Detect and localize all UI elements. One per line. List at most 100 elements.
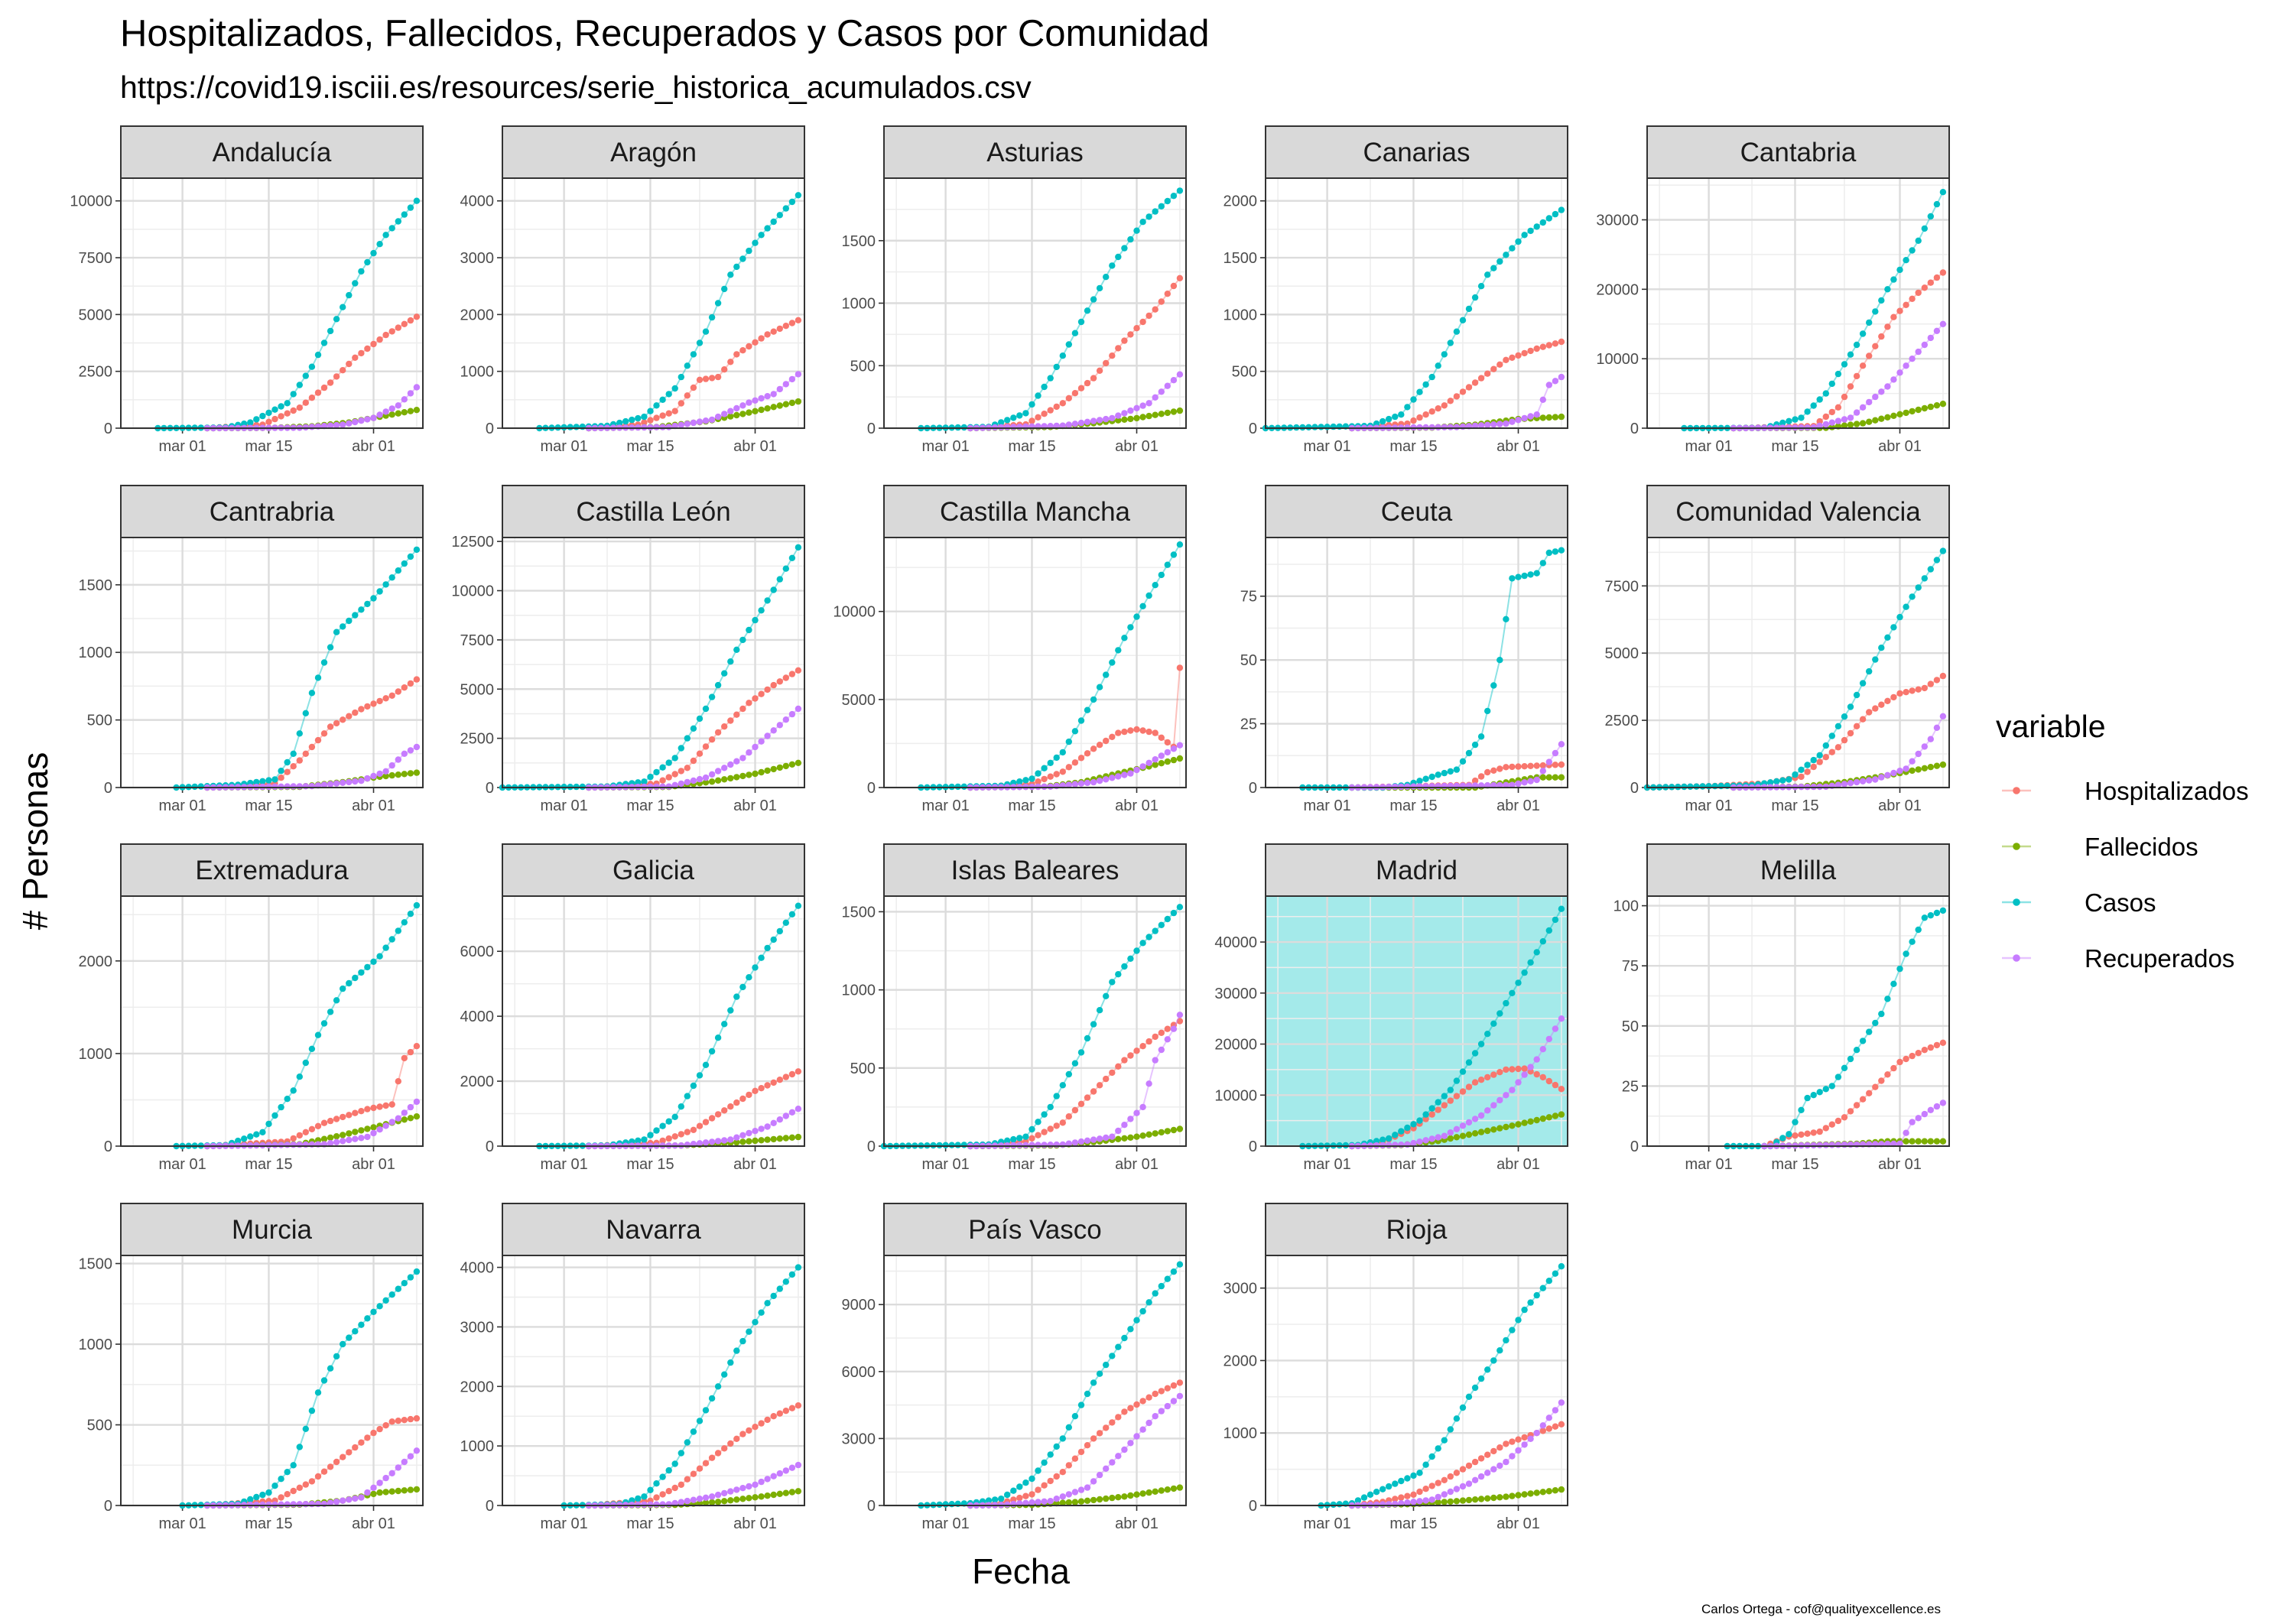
data-point	[1145, 934, 1152, 940]
data-point	[1884, 286, 1891, 293]
y-tick-label: 0	[486, 1138, 494, 1155]
data-point	[1109, 1494, 1116, 1502]
legend-key-point	[2013, 898, 2020, 906]
panel-background	[1266, 178, 1568, 428]
data-point	[1527, 1490, 1534, 1497]
data-point	[1103, 1361, 1110, 1369]
data-point	[1065, 1070, 1073, 1078]
data-point	[1422, 775, 1429, 782]
data-point	[327, 781, 334, 788]
data-point	[1386, 1483, 1392, 1490]
data-point	[567, 424, 574, 430]
data-point	[1441, 769, 1448, 777]
data-point	[1921, 765, 1928, 771]
data-point	[714, 1138, 722, 1145]
data-point	[714, 1499, 722, 1505]
data-point	[407, 553, 414, 560]
data-point	[1010, 1500, 1017, 1508]
data-point	[1939, 1138, 1947, 1145]
data-point	[776, 764, 783, 771]
data-point	[352, 1129, 359, 1135]
data-point	[739, 983, 746, 991]
data-point	[308, 1407, 316, 1415]
data-point	[653, 414, 660, 421]
data-point	[708, 1454, 716, 1461]
data-point	[678, 745, 684, 752]
x-tick-label: mar 01	[1685, 797, 1732, 814]
data-point	[721, 1489, 728, 1497]
data-point	[1822, 742, 1829, 749]
data-point	[678, 1450, 684, 1457]
data-point	[702, 1119, 710, 1125]
data-point	[1847, 729, 1854, 737]
data-point	[1459, 388, 1467, 395]
data-point	[327, 1499, 334, 1506]
data-point	[1071, 421, 1079, 427]
data-point	[352, 354, 359, 361]
data-point	[1379, 1142, 1386, 1149]
y-tick-label: 0	[486, 780, 494, 797]
data-point	[1515, 780, 1522, 788]
x-tick-label: abr 01	[733, 1515, 777, 1532]
y-tick-label: 0	[867, 780, 876, 797]
data-point	[1133, 1317, 1140, 1324]
data-point	[1490, 365, 1497, 372]
data-point	[1878, 645, 1885, 651]
data-point	[1373, 1501, 1380, 1509]
data-point	[395, 1078, 401, 1085]
data-point	[1490, 1466, 1497, 1473]
data-point	[1527, 413, 1534, 420]
data-point	[1422, 1486, 1429, 1492]
data-point	[1053, 403, 1060, 411]
data-point	[352, 1328, 359, 1335]
data-point	[1176, 904, 1184, 911]
data-point	[1515, 979, 1522, 986]
data-point	[702, 1061, 710, 1069]
data-point	[647, 417, 654, 424]
data-point	[733, 1138, 740, 1146]
data-point	[1798, 1106, 1805, 1114]
data-point	[1509, 418, 1516, 425]
data-point	[1884, 323, 1891, 330]
data-point	[1164, 1486, 1171, 1493]
data-point	[1847, 421, 1854, 428]
data-point	[1447, 1498, 1454, 1505]
y-tick-label: 1000	[842, 983, 876, 999]
data-point	[1145, 1299, 1152, 1306]
data-point	[259, 778, 266, 784]
data-point	[795, 1461, 802, 1469]
data-point	[1447, 398, 1454, 404]
data-point	[1035, 778, 1042, 785]
data-point	[702, 375, 710, 382]
data-point	[1896, 690, 1903, 697]
data-point	[407, 911, 414, 918]
data-point	[1503, 1440, 1509, 1447]
data-point	[671, 1460, 678, 1467]
data-point	[1435, 1106, 1441, 1113]
data-point	[795, 371, 802, 378]
data-point	[727, 1488, 734, 1495]
data-point	[1416, 1138, 1423, 1145]
data-point	[702, 743, 710, 750]
strip-background	[1265, 1203, 1568, 1256]
data-point	[1103, 776, 1110, 783]
data-point	[1484, 1451, 1491, 1458]
data-point	[684, 1142, 691, 1148]
data-point	[1939, 1099, 1947, 1106]
data-point	[1121, 728, 1128, 736]
data-point	[1890, 624, 1897, 631]
y-tick-label: 1500	[79, 1256, 113, 1273]
x-tick-label: mar 01	[1303, 1156, 1350, 1173]
data-point	[308, 1125, 316, 1133]
legend-key-point	[2013, 787, 2020, 794]
data-point	[647, 408, 654, 414]
data-point	[1084, 1390, 1091, 1398]
data-point	[1471, 741, 1479, 749]
data-point	[271, 1483, 278, 1489]
data-point	[739, 772, 746, 780]
data-point	[770, 1413, 777, 1420]
data-point	[1515, 1492, 1522, 1499]
data-point	[1884, 771, 1891, 778]
data-point	[1503, 1066, 1509, 1073]
